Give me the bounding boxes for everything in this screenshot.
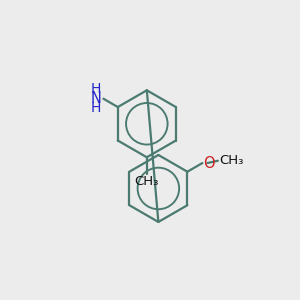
Text: O: O bbox=[203, 155, 215, 170]
Text: CH₃: CH₃ bbox=[219, 154, 243, 167]
Text: H: H bbox=[90, 101, 100, 116]
Text: H: H bbox=[90, 82, 100, 96]
Text: N: N bbox=[91, 91, 102, 106]
Text: CH₃: CH₃ bbox=[135, 175, 159, 188]
